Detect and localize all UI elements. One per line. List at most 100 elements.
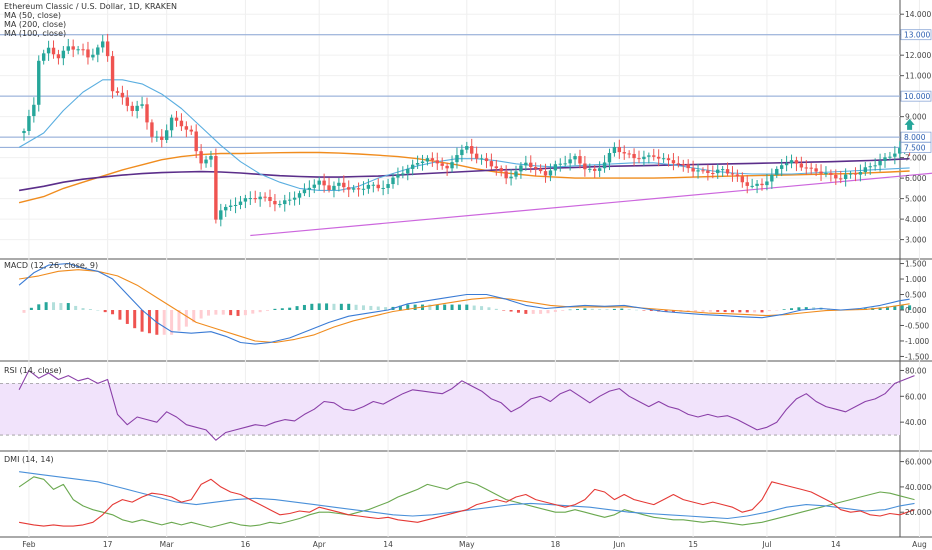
candle-body	[287, 199, 292, 201]
candle-body	[155, 136, 159, 138]
candle-body	[494, 166, 499, 169]
candle-body	[799, 163, 804, 168]
macd-histogram-bar	[472, 305, 476, 310]
macd-pane[interactable]	[18, 262, 912, 345]
price-tick-label: 14.000	[905, 10, 931, 19]
macd-histogram-bar	[561, 310, 565, 311]
dmi-pane[interactable]	[18, 471, 915, 528]
candle-body	[115, 91, 120, 93]
macd-histogram-bar	[516, 310, 520, 313]
candle-body	[347, 187, 351, 190]
candle-body	[361, 188, 366, 190]
candle-body	[283, 200, 287, 205]
rsi-tick-label: 60.00	[905, 392, 927, 401]
candle-body	[868, 166, 872, 168]
candle-body	[410, 164, 415, 169]
candle-body	[843, 174, 848, 179]
candle-body	[735, 174, 740, 177]
price-tag-label: 7.500	[904, 143, 926, 152]
candle-body	[597, 168, 602, 171]
macd-histogram-bar	[908, 305, 912, 310]
candle-body	[696, 170, 700, 172]
macd-histogram-bar	[494, 308, 498, 310]
candle-body	[514, 171, 518, 177]
macd-histogram-bar	[671, 310, 675, 312]
candle-body	[602, 162, 607, 169]
macd-histogram-bar	[804, 307, 808, 310]
candle-body	[435, 160, 439, 164]
macd-histogram-bar	[325, 303, 329, 310]
candle-body	[317, 180, 321, 185]
candle-body	[184, 126, 189, 130]
macd-histogram-bar	[184, 310, 188, 327]
candle-body	[553, 164, 558, 171]
macd-histogram-bar	[103, 310, 107, 313]
candle-body	[268, 196, 272, 201]
macd-histogram-bar	[435, 304, 439, 310]
candle-body	[784, 163, 789, 166]
macd-histogram-bar	[760, 310, 764, 313]
ma200-line	[18, 157, 910, 192]
candle-body	[32, 104, 36, 117]
candle-body	[174, 117, 179, 121]
macd-histogram-bar	[81, 308, 85, 310]
x-tick-label: Apr	[313, 540, 327, 549]
price-tick-label: 12.000	[905, 51, 931, 60]
x-tick-label: Jul	[761, 540, 771, 549]
candle-body	[593, 168, 597, 171]
candle-body	[637, 158, 641, 160]
macd-histogram-bar	[37, 304, 41, 310]
candle-body	[356, 188, 361, 190]
candle-body	[430, 158, 435, 161]
macd-legend: MACD (12, 26, close, 9)	[4, 261, 98, 270]
candle-body	[750, 185, 754, 187]
candle-body	[66, 46, 70, 51]
macd-tick-label: -0.500	[905, 321, 929, 330]
candle-body	[415, 163, 420, 165]
macd-histogram-bar	[52, 302, 56, 310]
macd-histogram-bar	[553, 310, 557, 312]
macd-histogram-bar	[125, 310, 129, 324]
rsi-pane[interactable]	[0, 369, 915, 441]
candle-body	[652, 155, 656, 157]
x-tick-label: Jun	[612, 540, 625, 549]
symbol-title: Ethereum Classic / U.S. Dollar, 1D, KRAK…	[4, 2, 177, 11]
candle-body	[455, 155, 459, 163]
price-tick-label: 4.000	[905, 215, 927, 224]
macd-histogram-bar	[531, 310, 535, 314]
price-pane[interactable]	[0, 33, 932, 237]
macd-histogram-bar	[649, 310, 653, 311]
trendline	[250, 172, 932, 237]
candle-body	[706, 170, 710, 174]
candle-body	[804, 167, 808, 169]
candle-body	[730, 173, 735, 175]
macd-histogram-bar	[583, 308, 587, 310]
candle-body	[22, 131, 26, 134]
rsi-tick-label: 40.00	[905, 418, 927, 427]
candle-body	[563, 163, 567, 165]
macd-tick-label: 1.000	[905, 275, 927, 284]
candle-body	[809, 167, 813, 169]
candle-body	[145, 104, 149, 123]
macd-histogram-bar	[443, 304, 447, 310]
candle-body	[351, 188, 356, 190]
macd-histogram-bar	[199, 310, 203, 319]
candle-body	[878, 160, 882, 166]
x-tick-label: 15	[688, 540, 698, 549]
macd-histogram-bar	[413, 304, 417, 310]
macd-histogram-bar	[317, 303, 321, 310]
candle-body	[548, 170, 553, 176]
macd-histogram-bar	[266, 310, 270, 311]
candle-body	[509, 176, 513, 179]
macd-histogram-bar	[767, 310, 771, 312]
candle-body	[110, 56, 115, 92]
candle-body	[86, 49, 90, 58]
dmi-minus-line	[19, 478, 915, 527]
macd-histogram-bar	[465, 304, 469, 310]
macd-histogram-bar	[339, 303, 343, 310]
candle-body	[302, 189, 307, 194]
candle-body	[765, 181, 769, 186]
macd-histogram-bar	[568, 309, 572, 311]
